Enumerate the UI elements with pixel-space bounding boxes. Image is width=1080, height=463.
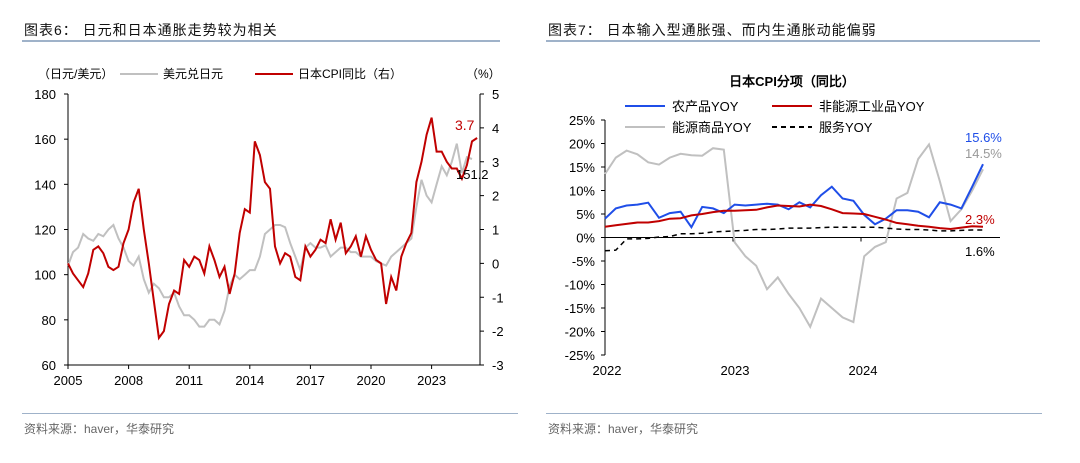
y-right-tick-label: 4: [492, 121, 499, 136]
y-right-tick-label: -1: [492, 290, 504, 305]
x-tick-label: 2022: [593, 363, 622, 378]
series-services-line: [604, 226, 983, 252]
x-tick-label: 2023: [721, 363, 750, 378]
right-chart-title: 日本CPI分项（同比）: [729, 74, 855, 89]
agri-end-label: 15.6%: [965, 130, 1002, 145]
right-footer-rule: [546, 413, 1042, 414]
right-title-rule: [546, 40, 1040, 42]
series-cpi-line: [67, 117, 478, 341]
services-end-label: 1.6%: [965, 244, 995, 259]
y-left-tick-label: 120: [34, 223, 56, 238]
left-axis-unit: （日元/美元）: [38, 67, 113, 81]
y-left-tick-label: 80: [42, 313, 56, 328]
x-tick-label: 2014: [235, 373, 264, 388]
right-source: 资料来源：haver，华泰研究: [548, 422, 699, 436]
series-usdjpy-line: [67, 143, 473, 328]
y-left-tick-label: 100: [34, 268, 56, 283]
legend-label-agri: 农产品YOY: [672, 99, 739, 114]
y-left-tick-label: 60: [42, 358, 56, 373]
right-figure-title: 图表7： 日本输入型通胀强、而内生通胀动能偏弱: [548, 22, 877, 38]
series-agri-line: [604, 163, 984, 230]
y-tick-label: -15%: [565, 301, 596, 316]
x-tick-label: 2005: [54, 373, 83, 388]
y-tick-label: -25%: [565, 348, 596, 363]
legend-label-usdjpy: 美元兑日元: [163, 67, 223, 81]
left-figure-title: 图表6： 日元和日本通胀走势较为相关: [24, 22, 278, 38]
y-tick-label: 10%: [569, 184, 595, 199]
x-tick-label: 2020: [357, 373, 386, 388]
y-tick-label: -10%: [565, 278, 596, 293]
cpi-end-label: 3.7: [455, 117, 475, 133]
left-footer-rule: [22, 413, 518, 414]
legend-label-nonenergy-industrial: 非能源工业品YOY: [819, 99, 925, 114]
y-left-tick-label: 140: [34, 177, 56, 192]
y-right-tick-label: 0: [492, 256, 499, 271]
y-right-tick-label: 3: [492, 155, 499, 170]
y-tick-label: -5%: [572, 254, 596, 269]
energy-end-label: 14.5%: [965, 146, 1002, 161]
legend-label-energy: 能源商品YOY: [672, 120, 752, 135]
series-nonenergy-industrial-line: [604, 203, 984, 231]
left-title-rule: [22, 40, 500, 42]
y-left-tick-label: 180: [34, 87, 56, 102]
legend-label-services: 服务YOY: [819, 120, 873, 135]
y-tick-label: 20%: [569, 137, 595, 152]
x-tick-label: 2024: [849, 363, 878, 378]
nonenergy-industrial-end-label: 2.3%: [965, 212, 995, 227]
legend-label-cpi: 日本CPI同比（右）: [298, 66, 402, 81]
y-tick-label: 15%: [569, 160, 595, 175]
left-source: 资料来源：haver，华泰研究: [24, 422, 175, 436]
y-tick-label: 5%: [576, 207, 595, 222]
y-right-tick-label: 2: [492, 189, 499, 204]
y-right-tick-label: -3: [492, 358, 504, 373]
y-right-tick-label: 5: [492, 87, 499, 102]
y-right-tick-label: -2: [492, 324, 504, 339]
x-tick-label: 2017: [296, 373, 325, 388]
x-tick-label: 2023: [417, 373, 446, 388]
y-tick-label: 0%: [576, 231, 595, 246]
series-energy-line: [604, 142, 984, 330]
x-tick-label: 2011: [175, 373, 203, 388]
usdjpy-end-label: 151.2: [456, 167, 489, 182]
right-axis-unit: （%）: [466, 67, 501, 81]
y-tick-label: 25%: [569, 113, 595, 128]
x-tick-label: 2008: [114, 373, 143, 388]
y-right-tick-label: 1: [492, 223, 499, 238]
y-tick-label: -20%: [565, 325, 596, 340]
y-left-tick-label: 160: [34, 132, 56, 147]
